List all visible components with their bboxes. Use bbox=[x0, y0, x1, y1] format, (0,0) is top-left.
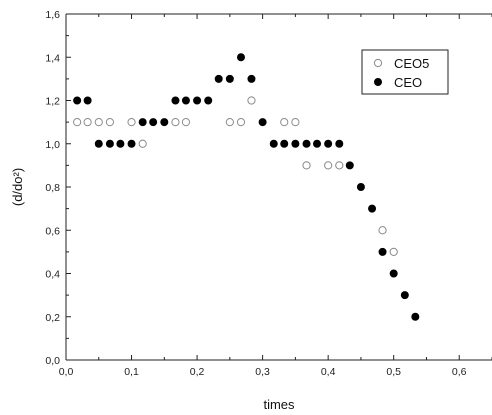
data-point-ceo bbox=[345, 161, 354, 170]
x-tick-label: 0,5 bbox=[386, 366, 401, 378]
data-point-ceo bbox=[73, 96, 82, 105]
y-tick-label: 1,6 bbox=[45, 9, 60, 21]
data-point-ceo bbox=[181, 96, 190, 105]
data-point-ceo5 bbox=[138, 139, 147, 148]
y-axis-title: (d/do²) bbox=[10, 168, 25, 206]
legend-marker-ceo bbox=[373, 78, 382, 87]
data-point-ceo5 bbox=[236, 118, 246, 127]
data-point-ceo bbox=[400, 291, 409, 300]
y-tick-label: 1,4 bbox=[45, 52, 60, 64]
data-point-ceo bbox=[258, 118, 267, 127]
x-axis-title: times bbox=[263, 397, 295, 412]
x-tick-label: 0,4 bbox=[321, 366, 336, 378]
data-point-ceo5 bbox=[302, 161, 311, 170]
y-tick-label: 1,2 bbox=[45, 96, 60, 108]
y-tick-label: 0,4 bbox=[45, 269, 60, 281]
y-tick-label: 0,8 bbox=[45, 182, 60, 194]
data-point-ceo bbox=[171, 96, 180, 105]
data-point-ceo5 bbox=[105, 118, 115, 127]
data-point-ceo5 bbox=[171, 118, 180, 127]
data-point-ceo5 bbox=[225, 118, 234, 127]
data-point-ceo5 bbox=[291, 118, 300, 127]
x-tick-label: 0,1 bbox=[124, 366, 139, 378]
data-point-ceo bbox=[193, 96, 202, 105]
data-point-ceo bbox=[247, 74, 256, 83]
data-point-ceo5 bbox=[335, 161, 344, 170]
x-tick-label: 0,3 bbox=[255, 366, 270, 378]
x-tick-label: 0,0 bbox=[59, 366, 74, 378]
legend-label: CEO bbox=[394, 75, 422, 90]
data-point-ceo bbox=[291, 139, 300, 148]
y-tick-label: 1,0 bbox=[45, 139, 60, 151]
data-point-ceo bbox=[280, 139, 289, 148]
data-point-ceo bbox=[138, 118, 147, 127]
data-point-ceo bbox=[411, 312, 420, 321]
data-point-ceo bbox=[389, 269, 398, 278]
x-tick-label: 0,6 bbox=[452, 366, 467, 378]
data-point-ceo bbox=[378, 247, 387, 256]
data-point-ceo bbox=[313, 139, 322, 148]
data-point-ceo bbox=[116, 139, 125, 148]
data-point-ceo5 bbox=[73, 118, 82, 127]
data-point-ceo bbox=[204, 96, 213, 105]
data-point-ceo bbox=[127, 139, 136, 148]
data-point-ceo5 bbox=[389, 247, 398, 256]
data-point-ceo bbox=[356, 182, 365, 191]
data-point-ceo5 bbox=[378, 226, 387, 235]
data-point-ceo bbox=[94, 139, 103, 148]
data-point-ceo5 bbox=[181, 118, 191, 127]
legend: CEO5 CEO bbox=[361, 49, 449, 95]
data-point-ceo bbox=[83, 96, 92, 105]
data-point-ceo5 bbox=[94, 118, 103, 127]
legend-marker-ceo5 bbox=[373, 58, 383, 68]
data-point-ceo bbox=[225, 74, 234, 83]
data-point-ceo5 bbox=[83, 118, 92, 127]
data-point-ceo bbox=[214, 74, 223, 83]
legend-box bbox=[361, 49, 449, 95]
data-point-ceo5 bbox=[247, 96, 256, 105]
legend-label: CEO5 bbox=[394, 56, 429, 71]
data-point-ceo bbox=[368, 204, 377, 213]
y-tick-label: 0,6 bbox=[45, 225, 60, 237]
y-tick-label: 0,0 bbox=[45, 355, 60, 367]
data-point-ceo bbox=[269, 139, 278, 148]
data-point-ceo bbox=[335, 139, 344, 148]
data-point-ceo bbox=[105, 139, 114, 148]
data-point-ceo5 bbox=[127, 118, 136, 127]
data-point-ceo5 bbox=[324, 161, 333, 170]
plot-layer: 0,0 0,2 0,4 0,6 0,8 1,0 1,2 1,4 1,6 0,0 0,1 0,2 0,3 0… bbox=[10, 9, 492, 412]
data-point-ceo bbox=[160, 118, 169, 127]
x-tick-label: 0,2 bbox=[190, 366, 205, 378]
data-point-ceo bbox=[302, 139, 311, 148]
data-point-ceo bbox=[236, 53, 245, 62]
y-tick-label: 0,2 bbox=[45, 312, 60, 324]
data-point-ceo5 bbox=[280, 118, 289, 127]
data-point-ceo bbox=[324, 139, 333, 148]
data-point-ceo bbox=[149, 118, 158, 127]
